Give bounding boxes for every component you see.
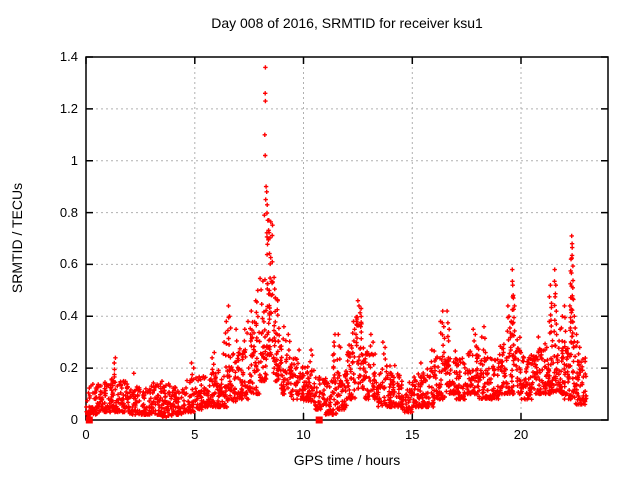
x-tick-label: 10 xyxy=(296,427,311,442)
y-tick-label: 0.2 xyxy=(59,360,78,376)
y-tick-label: 0.4 xyxy=(59,308,78,324)
zero-square-marker xyxy=(315,416,323,424)
y-tick-label: 0 xyxy=(70,412,78,427)
data-points xyxy=(84,65,589,420)
x-tick-label: 20 xyxy=(513,427,529,442)
y-tick-label: 1 xyxy=(70,152,78,168)
y-tick-label: 0.6 xyxy=(59,256,78,272)
plot-border xyxy=(85,56,609,421)
x-axis-label: GPS time / hours xyxy=(293,452,401,468)
y-tick-label: 1.4 xyxy=(59,49,78,64)
x-tick-label: 0 xyxy=(82,427,90,442)
grid-lines xyxy=(86,57,608,420)
x-tick-label: 15 xyxy=(405,427,420,442)
y-axis-label: SRMTID / TECUs xyxy=(9,182,25,294)
x-tick-label: 5 xyxy=(191,427,199,442)
zero-square-marker xyxy=(85,416,93,424)
axis-ticks xyxy=(85,56,608,421)
y-tick-label: 0.8 xyxy=(59,204,78,220)
chart-title: Day 008 of 2016, SRMTID for receiver ksu… xyxy=(211,15,483,31)
y-tick-label: 1.2 xyxy=(59,100,78,116)
